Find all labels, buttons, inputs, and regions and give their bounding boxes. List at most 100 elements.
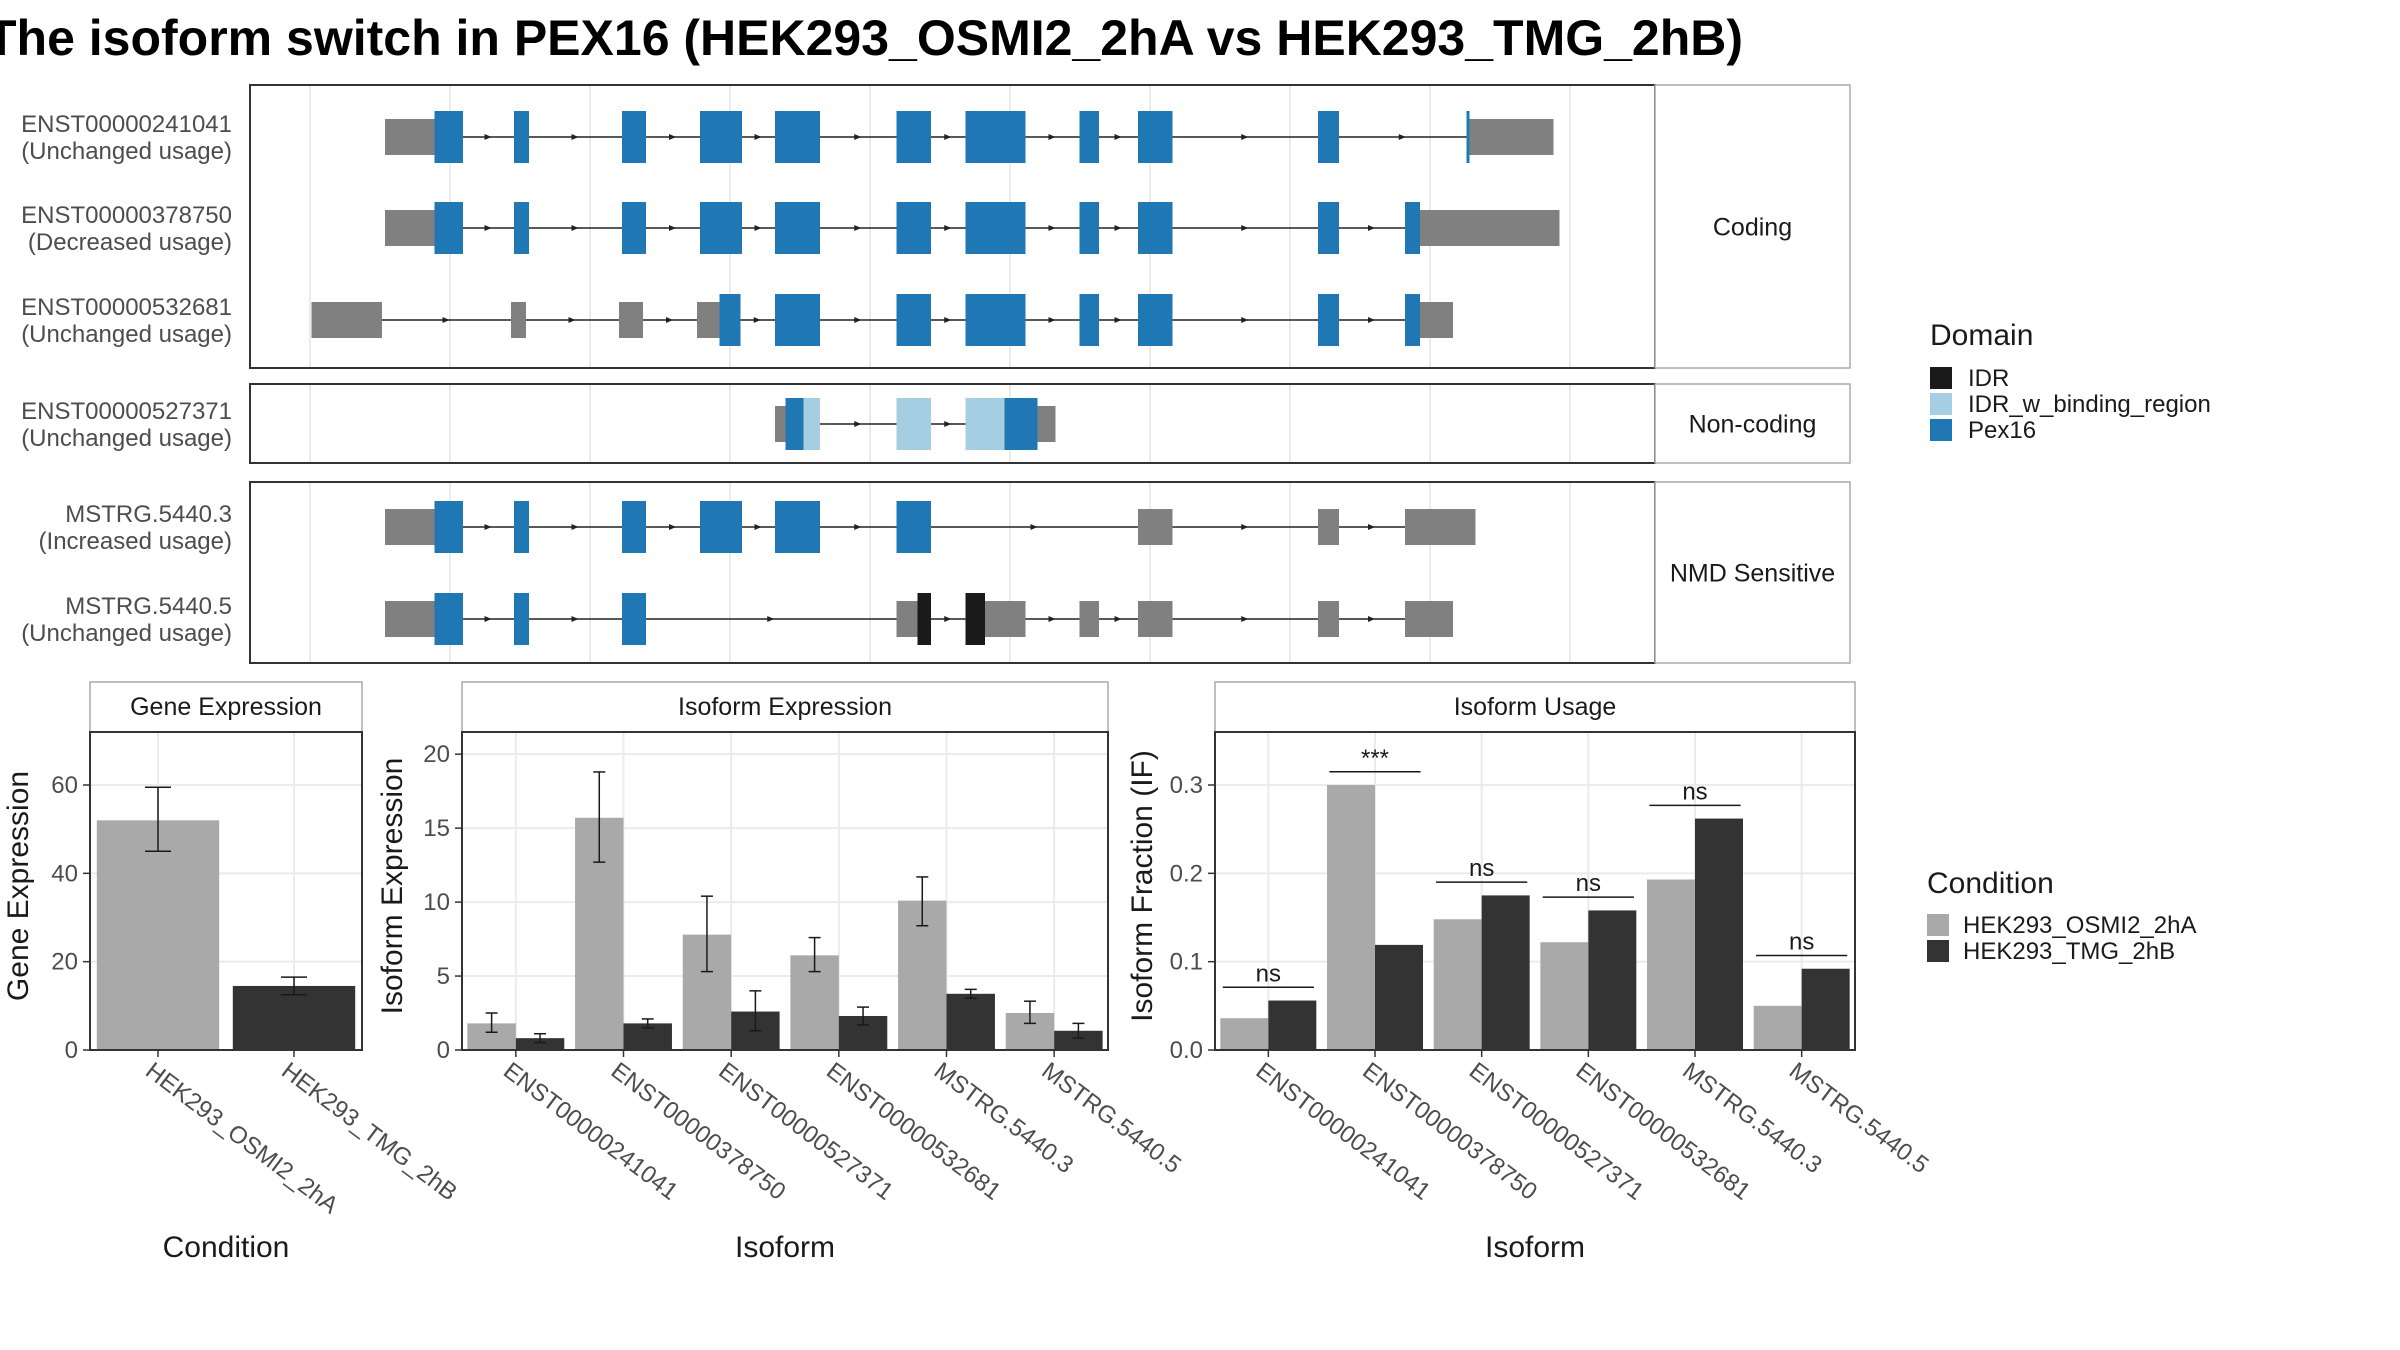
- isoform-usage-label: (Unchanged usage): [21, 138, 232, 165]
- intron-arrow: [944, 225, 952, 231]
- utr-exon: [311, 302, 382, 338]
- utr-exon: [385, 119, 435, 155]
- intron-arrow: [484, 225, 492, 231]
- chart-title: Isoform Expression: [678, 693, 892, 721]
- facet-strip-label: Non-coding: [1689, 411, 1817, 439]
- condition-legend-swatch: [1927, 940, 1949, 962]
- isoform-usage-label: (Unchanged usage): [21, 425, 232, 452]
- intron-arrow: [1241, 134, 1249, 140]
- intron-arrow: [944, 421, 952, 427]
- exon-idr-w-binding-region: [965, 398, 1005, 450]
- x-axis-label: Condition: [163, 1231, 290, 1264]
- bar: [946, 993, 995, 1050]
- exon-pex16: [785, 398, 804, 450]
- domain-legend-label: IDR_w_binding_region: [1968, 391, 2211, 418]
- intron-arrow: [1048, 616, 1056, 622]
- intron-arrow: [1241, 524, 1249, 530]
- condition-legend-title: Condition: [1927, 867, 2054, 900]
- exon-pex16: [434, 111, 463, 163]
- y-tick-label: 15: [423, 815, 450, 842]
- exon-pex16: [896, 111, 931, 163]
- chart-plot-border: [89, 731, 363, 1051]
- chart-plot-bg: [462, 732, 1108, 1050]
- isoform-usage-label: (Increased usage): [39, 528, 232, 555]
- chart-strip: [461, 681, 1109, 733]
- chart-strip: [89, 681, 363, 733]
- y-tick-label: 60: [51, 772, 78, 799]
- utr-exon: [1469, 119, 1554, 155]
- y-tick-label: 10: [423, 889, 450, 916]
- intron-arrow: [484, 134, 492, 140]
- exon-pex16: [514, 501, 529, 553]
- intron-arrow: [1368, 225, 1375, 231]
- exon-idr: [965, 593, 985, 645]
- exon-pex16: [965, 111, 1026, 163]
- x-tick-label: ENST00000527371: [714, 1057, 899, 1205]
- exon-pex16: [622, 202, 646, 254]
- intron-arrow: [1398, 134, 1406, 140]
- intron-arrow: [484, 616, 492, 622]
- x-tick-label: ENST00000532681: [1571, 1057, 1756, 1205]
- x-tick-label: ENST00000378750: [1357, 1057, 1542, 1205]
- exon-pex16: [622, 111, 646, 163]
- domain-legend-swatch: [1930, 367, 1952, 389]
- isoform-id-label: ENST00000532681: [21, 294, 232, 321]
- exon-pex16: [700, 501, 742, 553]
- exon-pex16: [514, 593, 529, 645]
- intron-arrow: [1114, 616, 1122, 622]
- x-tick-label: ENST00000532681: [821, 1057, 1006, 1205]
- x-tick-label: ENST00000241041: [1251, 1057, 1436, 1205]
- intron-arrow: [666, 317, 673, 323]
- y-axis-label: Gene Expression: [2, 771, 35, 1001]
- domain-legend-swatch: [1930, 393, 1952, 415]
- utr-exon: [1405, 509, 1476, 545]
- utr-exon: [511, 302, 526, 338]
- intron-arrow: [754, 225, 762, 231]
- significance-label: ns: [1576, 870, 1601, 897]
- y-tick-label: 20: [51, 949, 78, 976]
- exon-pex16: [514, 202, 529, 254]
- intron-arrow: [1368, 317, 1375, 323]
- domain-legend-swatch: [1930, 419, 1952, 441]
- significance-label: ns: [1789, 928, 1814, 955]
- exon-pex16: [775, 294, 820, 346]
- bar: [1054, 1030, 1103, 1050]
- utr-exon: [1138, 509, 1173, 545]
- x-tick-label: ENST00000378750: [606, 1057, 791, 1205]
- intron-arrow: [1368, 616, 1375, 622]
- exon-idr-w-binding-region: [896, 398, 931, 450]
- utr-exon: [775, 406, 786, 442]
- y-axis-label: Isoform Expression: [376, 758, 409, 1015]
- y-tick-label: 0.0: [1170, 1037, 1203, 1064]
- exon-pex16: [1318, 202, 1339, 254]
- bar: [1433, 919, 1482, 1050]
- intron-arrow: [1368, 524, 1375, 530]
- bar: [1481, 895, 1530, 1050]
- exon-pex16: [775, 111, 820, 163]
- chart-title: Gene Expression: [130, 693, 322, 721]
- exon-pex16: [1079, 294, 1099, 346]
- intron-arrow: [1030, 524, 1038, 530]
- utr-exon: [1318, 601, 1339, 637]
- isoform-usage-label: (Unchanged usage): [21, 321, 232, 348]
- y-tick-label: 0.1: [1170, 949, 1203, 976]
- intron-arrow: [944, 616, 952, 622]
- exon-pex16: [775, 501, 820, 553]
- y-tick-label: 0.3: [1170, 772, 1203, 799]
- condition-legend-label: HEK293_OSMI2_2hA: [1963, 912, 2196, 939]
- intron-arrow: [1048, 317, 1056, 323]
- facet-strip: [1654, 481, 1851, 664]
- y-tick-label: 0.2: [1170, 860, 1203, 887]
- utr-exon: [896, 601, 918, 637]
- condition-legend-swatch: [1927, 914, 1949, 936]
- intron-arrow: [753, 317, 761, 323]
- exon-pex16: [1004, 398, 1038, 450]
- isoform-id-label: ENST00000527371: [21, 398, 232, 425]
- significance-label: ns: [1256, 960, 1281, 987]
- intron-arrow: [754, 134, 762, 140]
- utr-exon: [1079, 601, 1099, 637]
- bar: [1588, 910, 1637, 1050]
- bar: [1695, 818, 1743, 1050]
